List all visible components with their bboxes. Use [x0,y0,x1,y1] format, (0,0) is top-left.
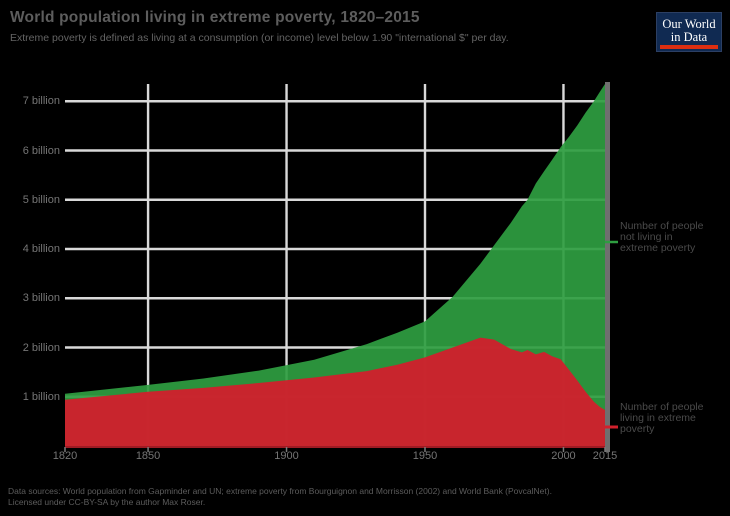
legend-in-poverty: Number of people living in extreme pover… [620,402,703,435]
owid-logo-stripe [660,45,718,49]
y-axis-label-2b: 2 billion [22,341,60,354]
legend-not-in-poverty-line1: Number of people [620,220,704,232]
y-axis-label-7b: 7 billion [22,95,60,108]
y-axis-label-5b: 5 billion [22,193,60,206]
y-axis-label-4b: 4 billion [22,243,60,255]
legend-in-poverty-line1: Number of people [620,401,704,413]
chart-subtitle: Extreme poverty is defined as living at … [10,32,509,44]
x-axis-label-1900: 1900 [274,450,299,462]
legend-in-poverty-line2: living in extreme [620,412,696,424]
axes-and-markers [64,82,618,452]
legend-not-in-poverty: Number of people not living in extreme p… [620,221,703,254]
footer-license: Licensed under CC-BY-SA by the author Ma… [8,497,206,507]
owid-logo-line2: in Data [670,30,708,44]
y-axis-label-1b: 1 billion [22,390,60,403]
y-axis-label-3b: 3 billion [22,292,60,305]
x-axis-label-1950: 1950 [412,450,438,462]
x-axis-label-1850: 1850 [135,450,161,462]
owid-logo: Our World in Data [656,12,722,52]
legend-not-in-poverty-line2: not living in [620,231,673,243]
owid-logo-line1: Our World [662,17,716,31]
x-axis-label-2015: 2015 [592,450,618,462]
y-axis-label-6b: 6 billion [22,144,60,157]
legend-in-poverty-line3: poverty [620,423,655,435]
legend-not-in-poverty-line3: extreme poverty [620,242,696,254]
area-series [65,84,605,446]
footer-data-sources: Data sources: World population from Gapm… [8,486,552,496]
chart-title: World population living in extreme pover… [10,9,420,26]
x-axis-label-1820: 1820 [52,450,78,462]
x-axis-label-2000: 2000 [551,450,576,462]
